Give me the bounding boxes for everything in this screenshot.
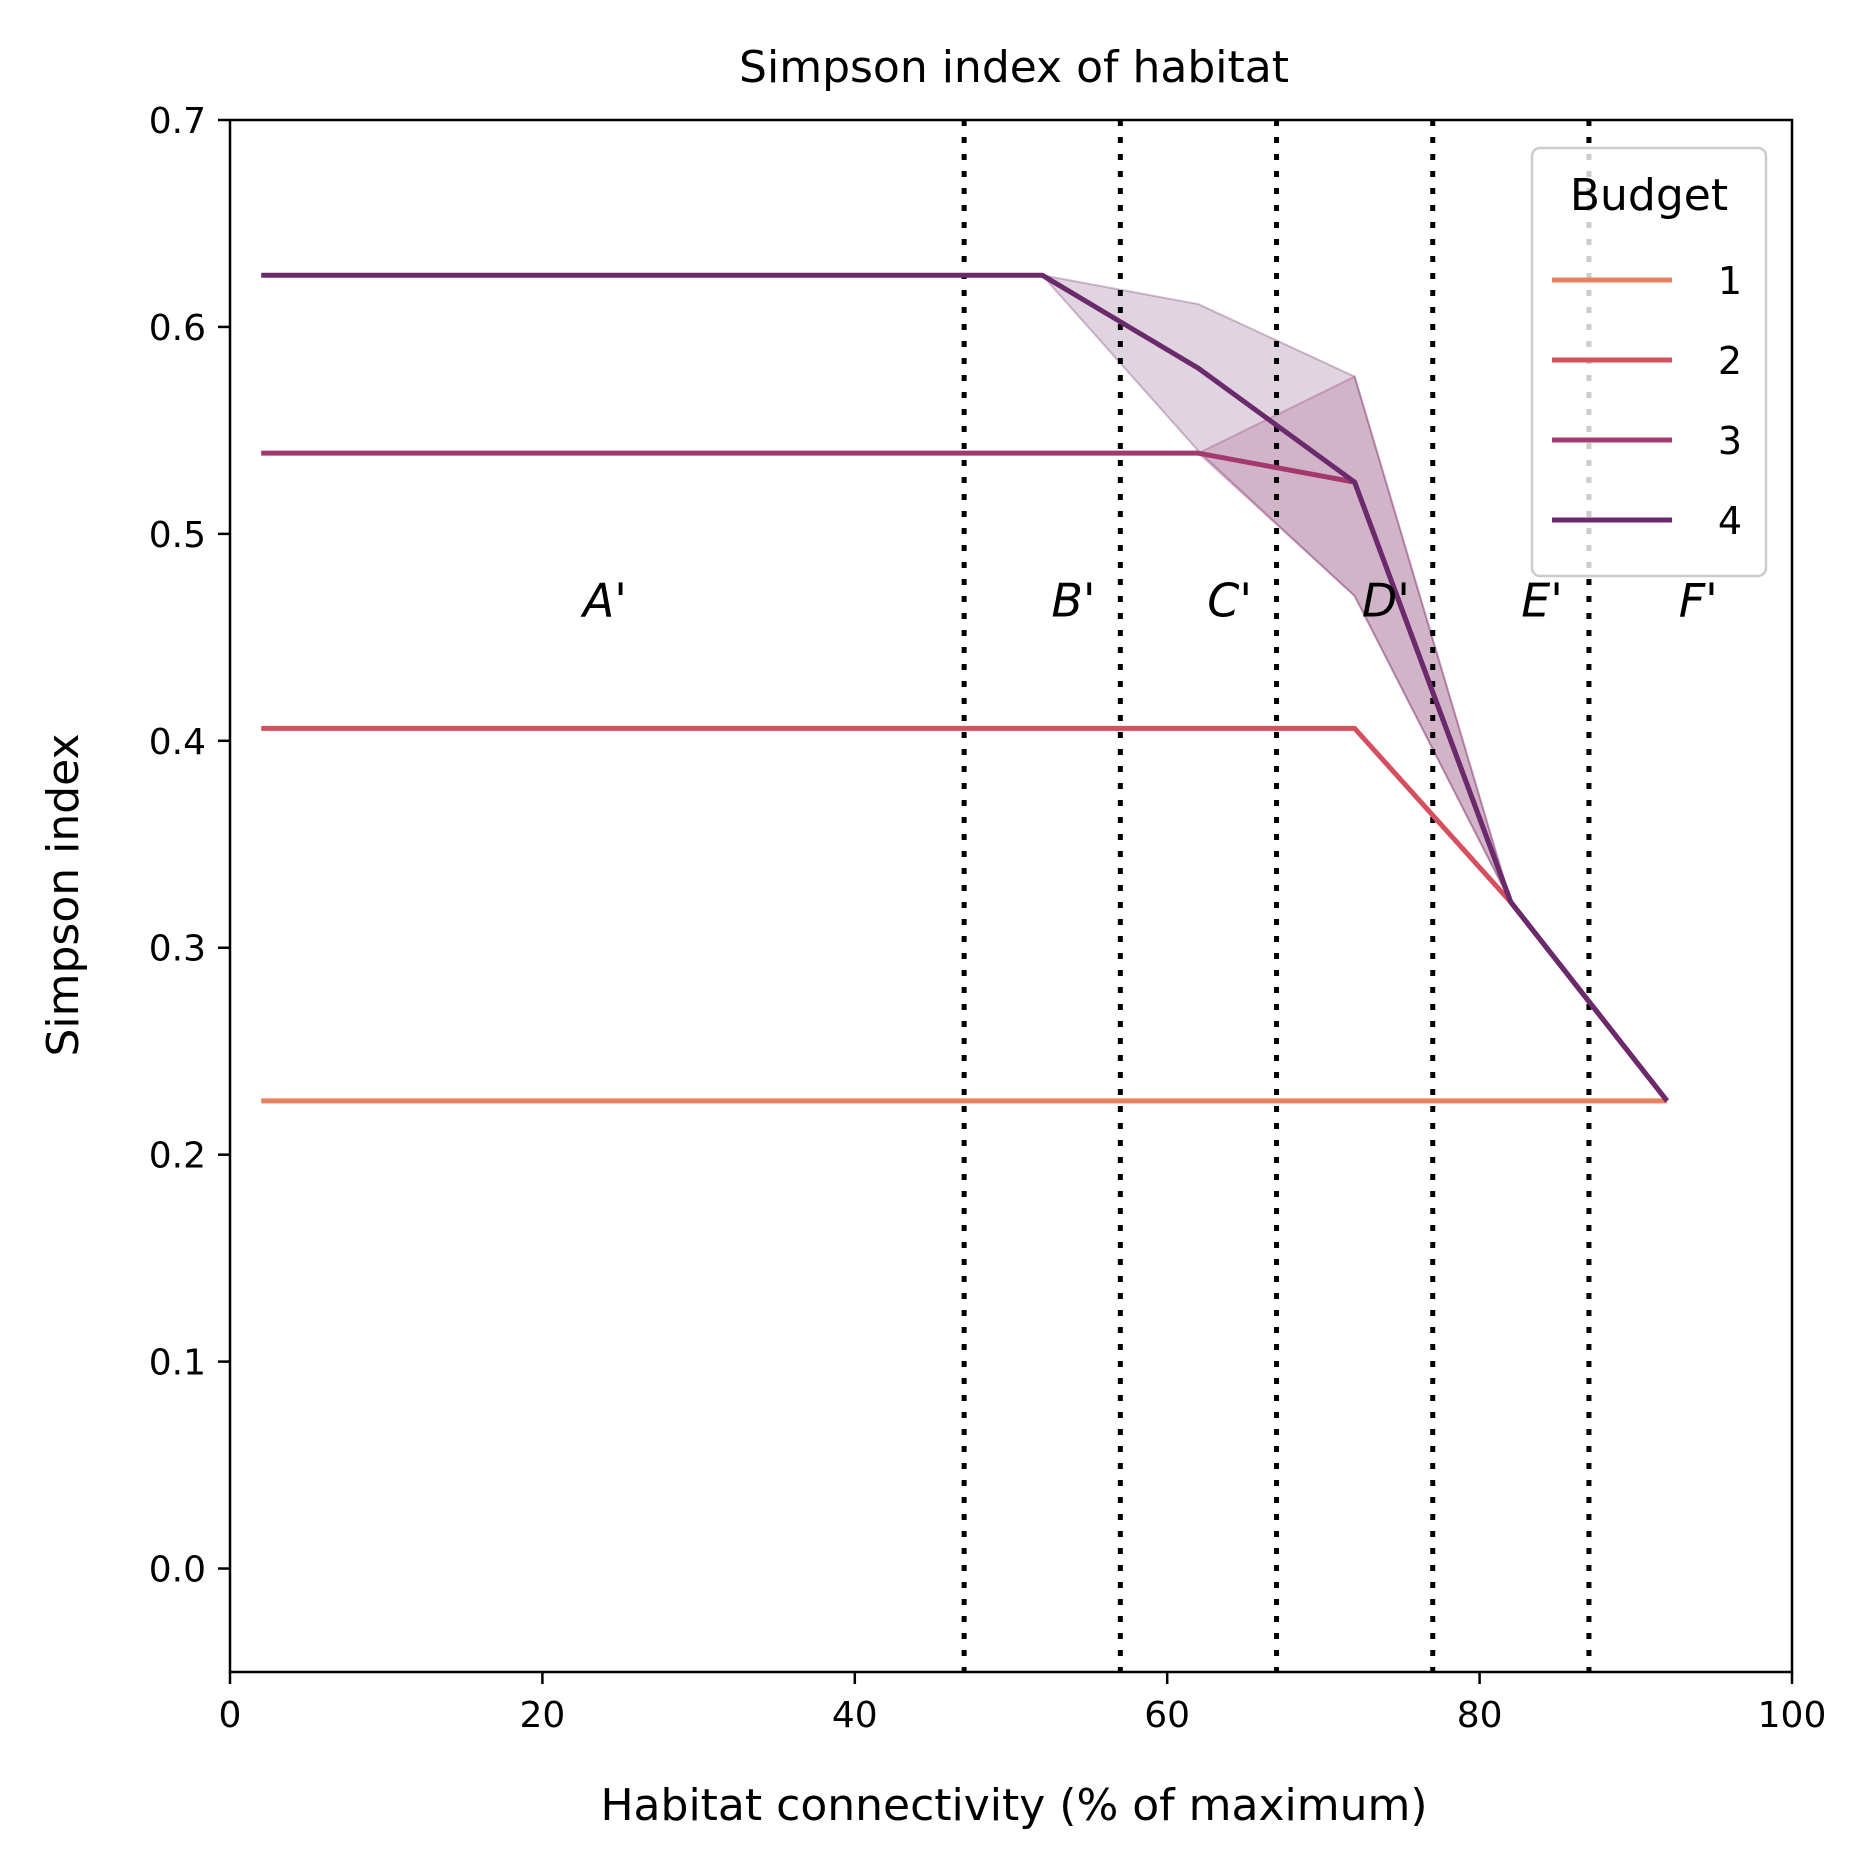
y-tick-label: 0.3 [149,929,206,970]
legend-label-budget-2: 2 [1718,339,1742,383]
y-tick-label: 0.4 [149,722,206,763]
x-tick-label: 40 [832,1695,878,1736]
region-labels: A' B' C' D' E' F' [580,574,1718,628]
x-axis-title: Habitat connectivity (% of maximum) [600,1780,1427,1831]
y-tick-label: 0.7 [149,101,206,142]
y-tick-label: 0.0 [149,1550,206,1591]
confidence-band-budget-4 [261,274,1668,1102]
region-label: A' [580,574,627,628]
legend-label-budget-3: 3 [1718,419,1742,463]
x-tick-label: 20 [519,1695,565,1736]
y-tick-label: 0.2 [149,1136,206,1177]
x-tick-label: 60 [1144,1695,1190,1736]
series-lines [261,272,1670,1104]
confidence-bands [261,274,1668,1102]
legend-label-budget-4: 4 [1718,499,1742,543]
legend: Budget 1 2 3 4 [1530,146,1768,578]
legend-title: Budget [1570,170,1728,221]
y-axis-title: Simpson index [38,733,89,1056]
x-tick-label: 100 [1758,1695,1827,1736]
series-line-budget-4 [261,272,1670,1103]
plot-frame [228,118,1794,1674]
region-label: E' [1521,574,1563,628]
region-label: B' [1051,574,1095,628]
region-label: F' [1679,574,1718,628]
x-tick-label: 0 [219,1695,242,1736]
legend-label-budget-1: 1 [1718,259,1742,303]
region-label: C' [1207,574,1252,628]
axes: 0 20 40 60 80 100 0.0 0.1 0.2 0.3 0.4 0.5 0.6 0.7 [149,101,1827,1736]
x-tick-label: 80 [1457,1695,1503,1736]
chart-title: Simpson index of habitat [739,42,1289,93]
y-tick-label: 0.5 [149,515,206,556]
region-label: D' [1362,574,1410,628]
y-tick-label: 0.1 [149,1343,206,1384]
y-tick-label: 0.6 [149,308,206,349]
